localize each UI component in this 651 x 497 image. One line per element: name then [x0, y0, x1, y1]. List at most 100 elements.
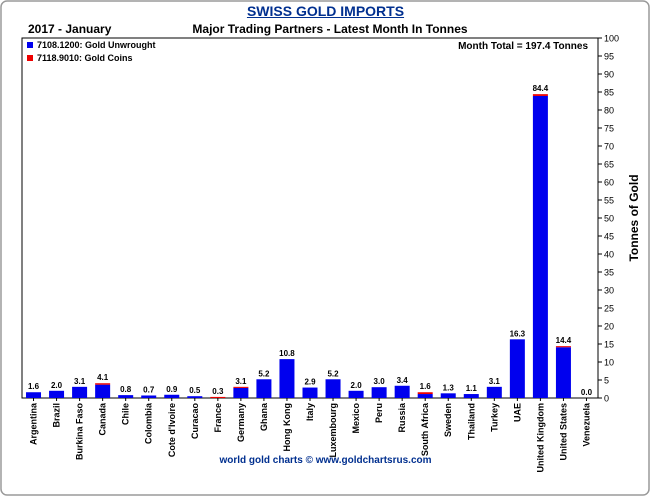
x-tick-label-turkey: Turkey: [489, 403, 499, 432]
value-label-canada: 4.1: [97, 373, 109, 382]
y-tick-label-45: 45: [604, 232, 614, 242]
bar-unwrought-ghana: [256, 379, 272, 398]
y-tick-label-80: 80: [604, 106, 614, 116]
x-tick-label-luxembourg: Luxembourg: [328, 403, 338, 458]
bar-unwrought-sweden: [440, 393, 456, 398]
x-tick-label-south-africa: South Africa: [420, 402, 430, 456]
bar-coins-germany: [233, 386, 249, 388]
y-tick-label-30: 30: [604, 286, 614, 296]
x-tick-label-sweden: Sweden: [443, 403, 453, 437]
legend: 7108.1200: Gold Unwrought 7118.9010: Gold…: [27, 40, 156, 63]
bars-layer: [26, 94, 571, 399]
value-label-curacao: 0.5: [189, 386, 201, 395]
legend-label-1: 7108.1200: Gold Unwrought: [37, 40, 156, 50]
value-label-peru: 3.0: [374, 377, 386, 386]
value-label-turkey: 3.1: [489, 377, 501, 386]
bar-unwrought-luxembourg: [325, 379, 341, 398]
bar-unwrought-peru: [371, 387, 387, 398]
y-tick-label-0: 0: [604, 394, 609, 404]
chart-period: 2017 - January: [28, 22, 112, 36]
value-label-ghana: 5.2: [258, 369, 270, 378]
x-tick-label-venezuela: Venezuela: [581, 402, 591, 447]
value-label-luxembourg: 5.2: [327, 369, 339, 378]
x-tick-label-russia: Russia: [397, 402, 407, 433]
bar-unwrought-thailand: [463, 394, 479, 398]
value-labels-layer: 1.6 2.0 3.1 4.1 0.8 0.7 0.9 0.5 0.3 3.1 5.2 10.8 2.9…: [28, 84, 593, 397]
y-tick-label-25: 25: [604, 304, 614, 314]
y-tick-label-15: 15: [604, 340, 614, 350]
bar-unwrought-italy: [302, 387, 318, 398]
x-tick-label-germany: Germany: [236, 403, 246, 442]
y-tick-label-60: 60: [604, 178, 614, 188]
bar-unwrought-south-africa: [417, 394, 433, 398]
x-tick-label-chile: Chile: [121, 403, 131, 425]
bar-coins-canada: [95, 383, 111, 385]
x-tick-label-colombia: Colombia: [144, 402, 154, 444]
value-label-france: 0.3: [212, 387, 224, 396]
value-label-brazil: 2.0: [51, 381, 63, 390]
bar-coins-south-africa: [417, 392, 433, 395]
bar-unwrought-curacao: [187, 396, 203, 398]
value-label-sweden: 1.3: [443, 383, 455, 392]
value-label-germany: 3.1: [235, 377, 247, 386]
bar-unwrought-turkey: [486, 386, 502, 398]
bar-unwrought-brazil: [49, 390, 65, 398]
bar-unwrought-russia: [394, 385, 410, 398]
x-tick-label-italy: Italy: [305, 403, 315, 421]
x-tick-label-brazil: Brazil: [52, 403, 62, 428]
value-label-cote-d-ivoire: 0.9: [166, 385, 178, 394]
value-label-thailand: 1.1: [466, 384, 478, 393]
x-tick-label-peru: Peru: [374, 403, 384, 423]
bar-unwrought-united-kingdom: [532, 95, 548, 399]
value-label-hong-kong: 10.8: [279, 349, 295, 358]
bar-unwrought-hong-kong: [279, 359, 295, 398]
y-tick-label-95: 95: [604, 52, 614, 62]
bar-unwrought-united-states: [555, 347, 571, 398]
legend-swatch-2: [27, 55, 33, 61]
value-label-mexico: 2.0: [351, 381, 363, 390]
value-label-chile: 0.8: [120, 385, 132, 394]
value-label-italy: 2.9: [304, 378, 316, 387]
value-label-burkina-faso: 3.1: [74, 377, 86, 386]
bar-unwrought-burkina-faso: [72, 386, 88, 398]
x-tick-label-cote-d-ivoire: Cote d'Ivoire: [167, 403, 177, 457]
x-tick-label-hong-kong: Hong Kong: [282, 403, 292, 452]
value-label-united-kingdom: 84.4: [533, 84, 549, 93]
x-tick-label-burkina-faso: Burkina Faso: [75, 402, 85, 460]
chart-footer: world gold charts © www.goldchartsrus.co…: [219, 455, 432, 466]
value-label-united-states: 14.4: [556, 336, 572, 345]
y-tick-label-5: 5: [604, 376, 609, 386]
y-tick-label-65: 65: [604, 160, 614, 170]
y-tick-label-70: 70: [604, 142, 614, 152]
y-tick-label-75: 75: [604, 124, 614, 134]
x-tick-label-united-states: United States: [558, 403, 568, 461]
chart-title: SWISS GOLD IMPORTS: [246, 3, 405, 19]
value-label-argentina: 1.6: [28, 382, 40, 391]
x-tick-label-uae: UAE: [512, 403, 522, 422]
value-label-south-africa: 1.6: [420, 382, 432, 391]
plot-area: [21, 37, 599, 399]
y-axis-title: Tonnes of Gold: [627, 174, 641, 261]
y-tick-label-40: 40: [604, 250, 614, 260]
bar-unwrought-mexico: [348, 390, 364, 398]
month-total-label: Month Total = 197.4 Tonnes: [458, 41, 588, 52]
bar-unwrought-argentina: [26, 392, 42, 398]
bar-unwrought-colombia: [141, 395, 157, 398]
y-tick-label-55: 55: [604, 196, 614, 206]
y-axis-layer: 0 5 10 15 20 25 30 35 40 45 50 55 60 65 70 75 80 85 90 95 10…: [598, 34, 619, 404]
value-label-venezuela: 0.0: [581, 388, 593, 397]
y-tick-label-10: 10: [604, 358, 614, 368]
y-tick-label-20: 20: [604, 322, 614, 332]
bar-unwrought-chile: [118, 395, 134, 398]
x-tick-label-canada: Canada: [98, 402, 108, 436]
bar-coins-united-kingdom: [532, 94, 548, 96]
chart-subtitle: Major Trading Partners - Latest Month In…: [192, 22, 468, 36]
x-tick-label-curacao: Curacao: [190, 403, 200, 440]
x-tick-label-mexico: Mexico: [351, 403, 361, 434]
bar-unwrought-germany: [233, 387, 249, 398]
legend-label-2: 7118.9010: Gold Coins: [37, 53, 133, 63]
value-label-russia: 3.4: [397, 376, 409, 385]
x-tick-label-france: France: [213, 403, 223, 433]
